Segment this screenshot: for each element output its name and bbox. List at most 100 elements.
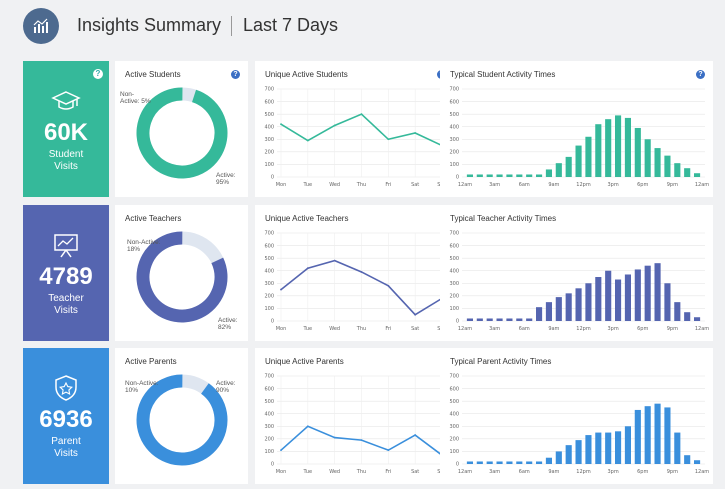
- x-tick-label: Sat: [411, 469, 419, 475]
- x-tick-label: Fri: [385, 469, 391, 475]
- donut-chart: [136, 231, 228, 323]
- x-tick-label: 6pm: [637, 182, 648, 188]
- bar: [506, 461, 513, 464]
- x-tick-label: Mon: [276, 182, 287, 188]
- bar: [555, 163, 562, 177]
- student-activity-times-card[interactable]: Typical Student Activity Times ? 0 100 200…: [440, 61, 713, 197]
- bar: [486, 174, 493, 177]
- data-point: [387, 284, 390, 287]
- bar: [634, 409, 641, 464]
- bar: [575, 145, 582, 177]
- bar: [585, 283, 592, 321]
- x-tick-label: 3am: [489, 326, 500, 332]
- data-point: [333, 259, 336, 262]
- data-point: [306, 267, 309, 270]
- help-icon[interactable]: ?: [231, 70, 240, 79]
- x-tick-label: Sat: [411, 326, 419, 332]
- presentation-board-icon: [54, 234, 78, 258]
- x-tick-label: 3pm: [608, 326, 619, 332]
- help-icon[interactable]: ?: [93, 69, 103, 79]
- y-tick-label: 300: [449, 137, 459, 143]
- x-tick-label: 3am: [489, 469, 500, 475]
- bar: [585, 136, 592, 177]
- line-chart: 0 100 200 300 400 500 600 700 Mon Tue Wed Thu Fri Sat…: [264, 231, 446, 332]
- x-tick-label: 12am: [695, 326, 709, 332]
- bar: [644, 265, 651, 321]
- bar: [605, 119, 612, 177]
- teacher-activity-times-card[interactable]: Typical Teacher Activity Times 0 100 200 30…: [440, 205, 713, 341]
- parent-visits-kpi[interactable]: 6936 Parent Visits: [23, 348, 109, 484]
- y-tick-label: 300: [264, 281, 274, 287]
- x-tick-label: 12am: [458, 182, 472, 188]
- unique-active-students-card[interactable]: Unique Active Students ? 010020030040050…: [255, 61, 454, 197]
- x-tick-label: 9am: [548, 182, 559, 188]
- card-title: Typical Teacher Activity Times: [450, 214, 557, 223]
- bar: [634, 127, 641, 177]
- donut-active-slice: [136, 87, 228, 179]
- x-tick-label: 9pm: [667, 326, 678, 332]
- active-parents-card[interactable]: Active Parents Non-Active: 10% Active: 90%: [115, 348, 248, 484]
- x-tick-label: 6am: [519, 182, 530, 188]
- x-tick-label: 3pm: [608, 469, 619, 475]
- unique-active-teachers-card[interactable]: Unique Active Teachers 0 100 200 300 400 500 6…: [255, 205, 454, 341]
- x-tick-label: 6pm: [637, 469, 648, 475]
- student-visits-kpi[interactable]: ? 60K Student Visits: [23, 61, 109, 197]
- active-students-card[interactable]: Active Students ? Non- Active: 5% Active:…: [115, 61, 248, 197]
- bar: [694, 317, 701, 321]
- bar: [595, 124, 602, 177]
- parent-row: 6936 Parent Visits Active Parents Non-Act…: [23, 348, 713, 484]
- data-point: [333, 436, 336, 439]
- y-tick-label: 200: [264, 294, 274, 300]
- bar: [496, 318, 503, 321]
- x-tick-label: 9pm: [667, 469, 678, 475]
- x-tick-label: Wed: [329, 182, 340, 188]
- teacher-visits-kpi[interactable]: 4789 Teacher Visits: [23, 205, 109, 341]
- y-tick-label: 400: [264, 124, 274, 130]
- bar: [536, 307, 543, 321]
- kpi-label: Teacher Visits: [48, 293, 84, 316]
- bar: [585, 435, 592, 464]
- bar: [536, 461, 543, 464]
- unique-active-parents-card[interactable]: Unique Active Parents 0 100 200 300 400 500 60…: [255, 348, 454, 484]
- y-tick-label: 700: [264, 87, 274, 93]
- card-title: Unique Active Teachers: [265, 214, 349, 223]
- header: Insights Summary Last 7 Days: [0, 0, 725, 54]
- kpi-value: 60K: [43, 119, 89, 146]
- y-tick-label: 400: [449, 411, 459, 417]
- bar: [644, 139, 651, 177]
- bar: [545, 169, 552, 177]
- y-tick-label: 500: [449, 399, 459, 405]
- y-tick-label: 100: [264, 449, 274, 455]
- card-title: Unique Active Students: [265, 70, 348, 79]
- bar: [565, 293, 572, 321]
- x-tick-label: Tue: [303, 469, 313, 475]
- data-point: [360, 271, 363, 273]
- data-point: [280, 449, 282, 452]
- y-tick-label: 100: [449, 449, 459, 455]
- x-tick-label: Fri: [385, 326, 391, 332]
- y-tick-label: 600: [449, 386, 459, 392]
- x-tick-label: 9pm: [667, 182, 678, 188]
- bar-chart: 0 100 200 300 400 500 600 700 12am 3am 6am 9am 12pm 3…: [449, 231, 709, 332]
- bar: [516, 318, 523, 321]
- y-tick-label: 600: [264, 386, 274, 392]
- card-title: Typical Student Activity Times: [450, 70, 556, 79]
- bar: [555, 451, 562, 464]
- date-range[interactable]: Last 7 Days: [243, 15, 339, 35]
- y-tick-label: 0: [271, 175, 274, 181]
- active-teachers-card[interactable]: Active Teachers Non-Active: 18% Active: 82…: [115, 205, 248, 341]
- insights-logo-icon: [23, 8, 59, 44]
- parent-activity-times-card[interactable]: Typical Parent Activity Times 0 100 200 300…: [440, 348, 713, 484]
- bar: [526, 461, 533, 464]
- card-title: Active Students: [125, 70, 181, 79]
- bar: [644, 406, 651, 464]
- y-tick-label: 300: [449, 424, 459, 430]
- donut-active-slice: [136, 374, 228, 466]
- bar: [506, 174, 513, 177]
- y-tick-label: 700: [449, 87, 459, 93]
- help-icon[interactable]: ?: [696, 70, 705, 79]
- y-tick-label: 0: [271, 319, 274, 325]
- data-point: [280, 123, 282, 126]
- x-tick-label: 12am: [695, 182, 709, 188]
- y-tick-label: 200: [449, 150, 459, 156]
